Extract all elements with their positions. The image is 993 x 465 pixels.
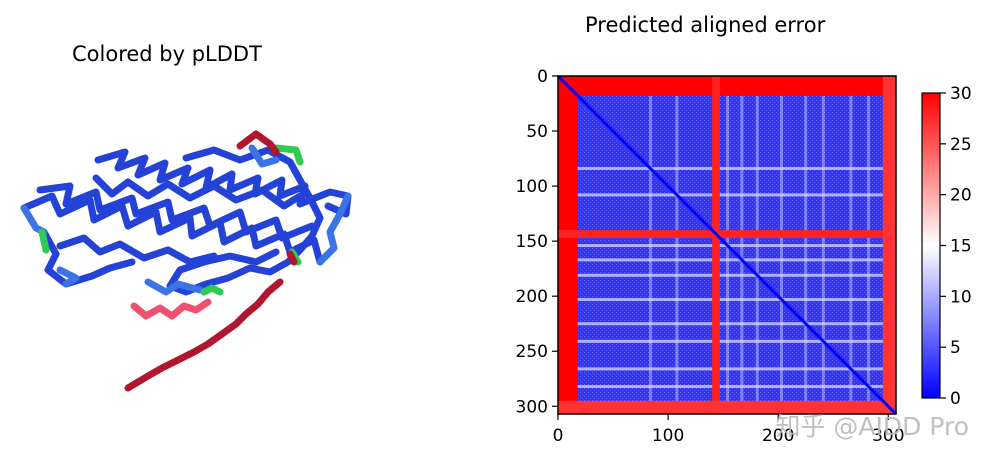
light-band-row bbox=[558, 297, 896, 301]
y-tick-label: 300 bbox=[516, 397, 548, 417]
x-tick-label: 100 bbox=[652, 426, 684, 446]
colorbar-gradient bbox=[921, 92, 941, 399]
x-tick-label: 300 bbox=[872, 426, 904, 446]
light-band-col bbox=[866, 76, 870, 414]
high-error-row-band bbox=[558, 76, 896, 96]
y-tick-label: 250 bbox=[516, 342, 548, 362]
heatmap-light-bands bbox=[558, 76, 896, 414]
colorbar-tick-label: 5 bbox=[950, 338, 961, 358]
watermark: 知乎 @AIDD Pro bbox=[775, 412, 969, 441]
light-band-row bbox=[558, 166, 896, 170]
pae-chart-title: Predicted aligned error bbox=[585, 13, 826, 37]
light-band-row bbox=[558, 273, 896, 277]
colorbar-tick-label: 15 bbox=[950, 237, 972, 257]
x-axis-ticks: 0 100 200 300 bbox=[553, 414, 905, 446]
colorbar-ticks: 0 5 10 15 20 25 30 bbox=[940, 84, 972, 409]
colorbar-tick-label: 20 bbox=[950, 186, 972, 206]
y-tick-label: 50 bbox=[526, 122, 548, 142]
light-band-row bbox=[558, 193, 896, 197]
pae-heatmap: 0 100 200 300 0 50 100 150 200 250 300 bbox=[516, 67, 905, 446]
colorbar-tick-label: 10 bbox=[950, 287, 972, 307]
y-tick-label: 100 bbox=[516, 177, 548, 197]
light-band-col bbox=[779, 76, 783, 414]
high-error-col-band bbox=[882, 76, 896, 414]
colorbar-tick-label: 30 bbox=[950, 84, 972, 104]
y-tick-label: 150 bbox=[516, 232, 548, 252]
protein-very-low-tail bbox=[124, 130, 298, 392]
light-band-col bbox=[849, 76, 853, 414]
high-error-row-band bbox=[558, 400, 896, 414]
light-band-row bbox=[558, 258, 896, 262]
x-tick-label: 0 bbox=[553, 426, 564, 446]
colorbar: 0 5 10 15 20 25 30 bbox=[921, 84, 972, 409]
y-tick-label: 0 bbox=[537, 67, 548, 87]
heatmap-frame bbox=[557, 75, 897, 415]
protein-edges-confident bbox=[20, 144, 352, 296]
light-band-col bbox=[740, 76, 744, 414]
light-band-row bbox=[558, 339, 896, 343]
y-tick-label: 200 bbox=[516, 287, 548, 307]
high-error-col-band bbox=[558, 76, 578, 414]
protein-core-very-high bbox=[20, 146, 352, 296]
left-panel-title: Colored by pLDDT bbox=[72, 42, 262, 66]
colorbar-tick-label: 25 bbox=[950, 135, 972, 155]
colorbar-tick-label: 0 bbox=[950, 389, 961, 409]
heatmap-diagonal bbox=[556, 74, 898, 416]
y-axis-ticks: 0 50 100 150 200 250 300 bbox=[516, 67, 558, 417]
light-band-col bbox=[804, 76, 808, 414]
high-error-row-band bbox=[558, 230, 896, 238]
light-band-row bbox=[558, 384, 896, 388]
high-error-col-band bbox=[712, 76, 720, 414]
heatmap-high-error-regions bbox=[558, 76, 896, 414]
protein-pink-tail bbox=[130, 298, 212, 320]
light-band-row bbox=[558, 322, 896, 326]
protein-structure bbox=[20, 130, 352, 392]
light-band-col bbox=[755, 76, 759, 414]
light-band-row bbox=[558, 367, 896, 371]
x-tick-label: 200 bbox=[762, 426, 794, 446]
light-band-col bbox=[821, 76, 825, 414]
